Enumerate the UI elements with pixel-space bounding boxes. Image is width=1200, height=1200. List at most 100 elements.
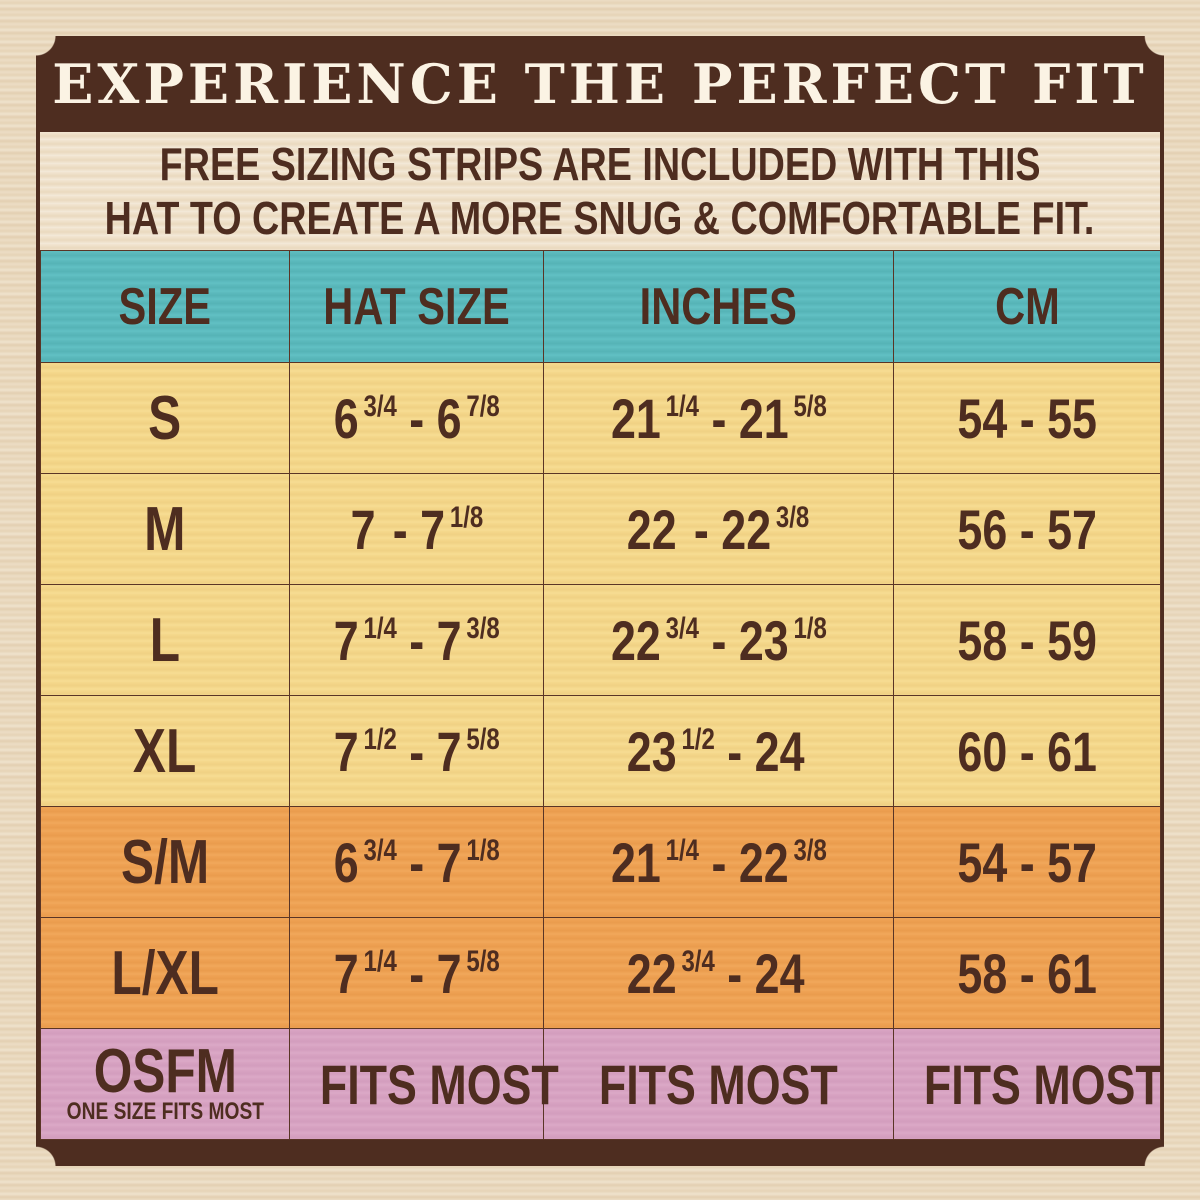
size-cell: S xyxy=(40,362,290,474)
range-separator: - xyxy=(711,386,726,450)
value-whole: 7 xyxy=(333,719,359,783)
value-fraction: 3/4 xyxy=(681,944,716,978)
cm-cell: 54 - 55 xyxy=(893,362,1161,474)
range-separator: - xyxy=(711,608,726,672)
page-title: EXPERIENCE THE PERFECT FIT xyxy=(36,36,1164,132)
range-separator: - xyxy=(694,497,710,561)
range-separator: - xyxy=(409,941,424,1005)
inches-cell: 21 1/4 - 21 5/8 xyxy=(543,362,894,474)
size-cell: S/M xyxy=(40,806,290,918)
cm-cell: 56 - 57 xyxy=(893,473,1161,585)
value-fraction: 3/8 xyxy=(466,611,500,645)
title-text: EXPERIENCE THE PERFECT FIT xyxy=(52,52,1148,116)
value-fraction: 5/8 xyxy=(466,722,500,756)
value-whole: 7 xyxy=(436,719,462,783)
value-fraction: 3/8 xyxy=(776,500,810,534)
hat-size-cell: 7 - 7 1/8 xyxy=(289,473,544,585)
inches-cell: 22 3/4 - 23 1/8 xyxy=(543,584,894,696)
value-fraction: 1/8 xyxy=(466,833,500,867)
header-inches: INCHES xyxy=(543,250,894,363)
range-separator: - xyxy=(409,608,424,672)
value-fraction: 1/8 xyxy=(449,500,483,534)
size-cell: M xyxy=(40,473,290,585)
range-separator: - xyxy=(727,941,743,1005)
header-hat-size: HAT SIZE xyxy=(289,250,544,363)
value-whole: 24 xyxy=(755,941,805,1005)
inches-cell: 23 1/2 - 24 xyxy=(543,695,894,807)
value-fraction: 1/4 xyxy=(665,833,699,867)
table-row: L 7 1/4 - 7 3/8 22 3/4 - 23 1/8 58 - 59 xyxy=(40,584,1161,696)
value-fraction: 1/2 xyxy=(681,722,716,756)
value-whole: 7 xyxy=(350,497,376,561)
value-whole: 21 xyxy=(610,386,661,450)
value-whole: 7 xyxy=(333,608,359,672)
hat-size-cell: 7 1/4 - 7 5/8 xyxy=(289,917,544,1029)
value-whole: 7 xyxy=(436,941,462,1005)
inches-cell: 22 - 22 3/8 xyxy=(543,473,894,585)
value-whole: 7 xyxy=(419,497,445,561)
range-separator: - xyxy=(409,830,424,894)
table-row-osfm: OSFM ONE SIZE FITS MOST FITS MOST FITS MO… xyxy=(40,1028,1163,1140)
header-size: SIZE xyxy=(40,250,290,363)
value-fraction: 5/8 xyxy=(466,944,500,978)
size-cell: XL xyxy=(40,695,290,807)
range-separator: - xyxy=(409,386,424,450)
inches-cell: 21 1/4 - 22 3/8 xyxy=(543,806,894,918)
value-fraction: 3/4 xyxy=(363,389,397,423)
cm-cell: 58 - 59 xyxy=(893,584,1161,696)
hat-size-cell: 7 1/4 - 7 3/8 xyxy=(289,584,544,696)
range-separator: - xyxy=(392,497,408,561)
value-whole: 23 xyxy=(738,608,789,672)
table-row: L/XL 7 1/4 - 7 5/8 22 3/4 - 24 58 - 61 xyxy=(40,917,1161,1029)
value-whole: 22 xyxy=(738,830,789,894)
value-whole: 22 xyxy=(627,941,678,1005)
size-table: SIZE HAT SIZE INCHES CM S 6 3/4 - 6 7/8 21 1/… xyxy=(40,250,1163,1140)
hat-size-cell: 6 3/4 - 7 1/8 xyxy=(289,806,544,918)
value-whole: 21 xyxy=(610,830,661,894)
value-whole: 21 xyxy=(738,386,789,450)
cm-cell: 58 - 61 xyxy=(893,917,1161,1029)
value-whole: 23 xyxy=(627,719,678,783)
inches-cell: FITS MOST xyxy=(543,1028,894,1140)
value-fraction: 3/8 xyxy=(793,833,827,867)
value-whole: 22 xyxy=(627,497,678,561)
hat-size-cell: 7 1/2 - 7 5/8 xyxy=(289,695,544,807)
range-separator: - xyxy=(727,719,743,783)
table-row: S 6 3/4 - 6 7/8 21 1/4 - 21 5/8 54 - 55 xyxy=(40,362,1161,474)
subtitle: FREE SIZING STRIPS ARE INCLUDED WITH THI… xyxy=(40,132,1160,250)
range-separator: - xyxy=(409,719,424,783)
value-whole: 6 xyxy=(436,386,462,450)
value-whole: 22 xyxy=(721,497,772,561)
value-fraction: 1/4 xyxy=(665,389,699,423)
header-row: SIZE HAT SIZE INCHES CM xyxy=(40,250,1161,363)
value-fraction: 3/4 xyxy=(665,611,699,645)
value-whole: 7 xyxy=(436,608,462,672)
value-whole: 24 xyxy=(755,719,805,783)
cm-cell: 60 - 61 xyxy=(893,695,1161,807)
subtitle-line-1: FREE SIZING STRIPS ARE INCLUDED WITH THI… xyxy=(159,138,1041,190)
value-fraction: 1/4 xyxy=(363,611,397,645)
cm-cell: 54 - 57 xyxy=(893,806,1161,918)
value-fraction: 1/2 xyxy=(363,722,397,756)
value-fraction: 7/8 xyxy=(466,389,500,423)
table-row: S/M 6 3/4 - 7 1/8 21 1/4 - 22 3/8 54 - 57 xyxy=(40,806,1161,918)
value-fraction: 3/4 xyxy=(363,833,397,867)
value-fraction: 1/4 xyxy=(363,944,397,978)
size-cell: L xyxy=(40,584,290,696)
range-separator: - xyxy=(711,830,726,894)
value-whole: 7 xyxy=(436,830,462,894)
value-fraction: 5/8 xyxy=(793,389,827,423)
subtitle-line-2: HAT TO CREATE A MORE SNUG & COMFORTABLE … xyxy=(105,192,1095,244)
value-fraction: 1/8 xyxy=(793,611,827,645)
hat-size-cell: 6 3/4 - 6 7/8 xyxy=(289,362,544,474)
header-cm: CM xyxy=(893,250,1161,363)
value-whole: 22 xyxy=(610,608,661,672)
value-whole: 6 xyxy=(333,830,359,894)
cm-cell: FITS MOST xyxy=(893,1028,1163,1140)
value-whole: 6 xyxy=(333,386,359,450)
value-whole: 7 xyxy=(333,941,359,1005)
hat-size-cell: FITS MOST xyxy=(289,1028,559,1140)
size-cell: L/XL xyxy=(40,917,290,1029)
table-row: XL 7 1/2 - 7 5/8 23 1/2 - 24 60 - 61 xyxy=(40,695,1161,807)
